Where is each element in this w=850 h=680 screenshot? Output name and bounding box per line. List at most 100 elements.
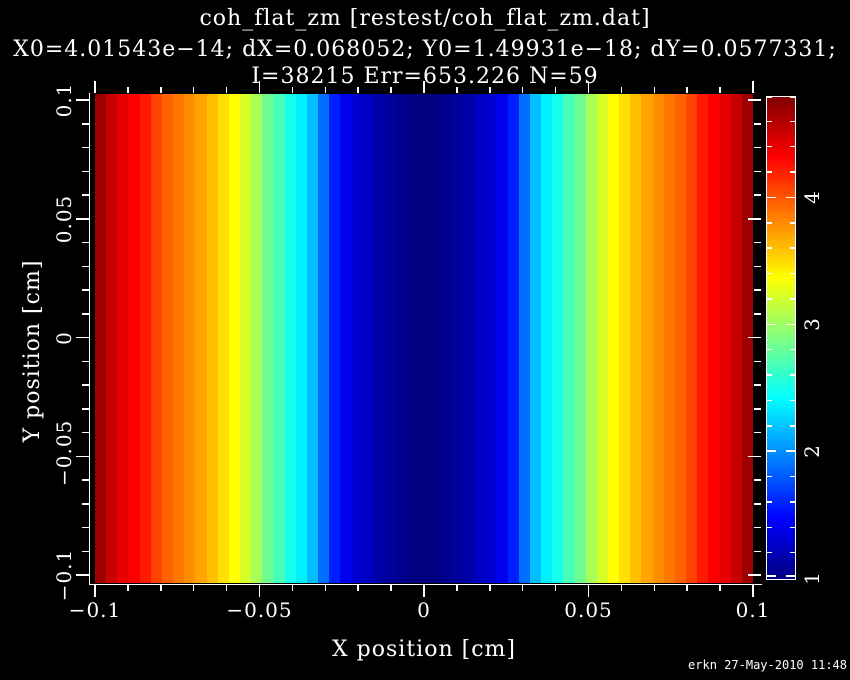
colorbar-minor-tick-right — [790, 171, 795, 173]
colorbar-major-tick — [767, 323, 776, 326]
x-minor-tick — [192, 584, 195, 591]
x-minor-tick-top — [554, 87, 557, 93]
y-minor-tick — [82, 194, 89, 196]
colorbar-minor-tick-right — [790, 425, 795, 427]
y-minor-tick — [82, 526, 89, 529]
y-minor-tick-right — [754, 146, 761, 149]
heatmap-column — [708, 94, 721, 583]
heatmap-column — [574, 94, 587, 583]
colorbar-major-tick-right — [786, 323, 795, 326]
y-major-tick — [76, 99, 89, 101]
x-minor-tick — [127, 584, 129, 591]
y-minor-tick — [82, 408, 89, 410]
x-minor-tick — [653, 584, 656, 591]
y-major-tick — [76, 218, 89, 220]
y-minor-tick-right — [754, 123, 761, 125]
y-minor-tick-right — [754, 431, 761, 434]
heatmap-column — [418, 94, 431, 583]
heatmap-column — [496, 94, 509, 583]
x-minor-tick — [554, 584, 557, 591]
heatmap-column — [407, 94, 420, 583]
heatmap-column — [206, 94, 219, 583]
heatmap-column — [507, 94, 520, 583]
colorbar-minor-tick — [767, 475, 772, 478]
x-minor-tick-top — [192, 87, 195, 93]
heatmap-column — [552, 94, 565, 583]
heatmap-column — [161, 94, 174, 583]
x-minor-tick-top — [324, 87, 327, 93]
heatmap-column — [451, 94, 464, 583]
colorbar-minor-tick-right — [790, 120, 795, 123]
heatmap-column — [195, 94, 208, 583]
y-tick-label: 0.05 — [52, 194, 76, 244]
heatmap-column — [652, 94, 665, 583]
x-major-tick-top — [94, 81, 96, 93]
heatmap-column — [340, 94, 353, 583]
x-tick-label: 0.1 — [735, 598, 771, 622]
plot-title: coh_flat_zm [restest/coh_flat_zm.dat] — [199, 6, 651, 31]
colorbar-minor-tick-right — [790, 374, 795, 376]
colorbar-minor-tick — [767, 96, 772, 98]
x-minor-tick-top — [620, 87, 623, 93]
colorbar-major-tick-right — [786, 450, 795, 452]
x-minor-tick — [719, 584, 721, 591]
heatmap-column — [741, 94, 753, 583]
colorbar-tick-label: 1 — [800, 571, 824, 585]
y-tick-label: 0.1 — [52, 82, 76, 118]
y-minor-tick-right — [754, 479, 761, 481]
y-minor-tick-right — [754, 550, 761, 552]
x-major-tick — [94, 584, 96, 597]
heatmap-column — [273, 94, 286, 583]
y-minor-tick — [82, 313, 89, 315]
y-minor-tick — [82, 170, 89, 172]
y-minor-tick-right — [754, 289, 761, 291]
heatmap-column — [440, 94, 453, 583]
x-axis-line — [88, 583, 762, 585]
colorbar-minor-tick — [767, 145, 772, 148]
y-major-tick — [76, 455, 89, 457]
x-minor-tick-top — [160, 87, 162, 93]
heatmap-column — [173, 94, 185, 583]
heatmap-column — [719, 94, 732, 583]
heatmap-column — [384, 94, 397, 583]
plot-signature: erkn 27-May-2010 11:48 — [688, 658, 847, 672]
colorbar-minor-tick — [767, 501, 772, 503]
heatmap-column — [106, 94, 118, 583]
heatmap-column — [529, 94, 542, 583]
y-major-tick-right — [748, 336, 761, 339]
colorbar-major-tick — [767, 196, 776, 199]
colorbar-minor-tick-right — [790, 298, 795, 300]
x-major-tick-top — [587, 81, 590, 93]
y-major-tick-right — [748, 99, 761, 101]
y-major-tick-right — [748, 574, 761, 576]
heatmap-column — [117, 94, 130, 583]
heatmap-column — [663, 94, 676, 583]
heatmap-column — [217, 94, 230, 583]
x-minor-tick — [620, 584, 623, 591]
y-minor-tick-right — [754, 241, 761, 244]
y-minor-tick — [82, 123, 89, 125]
y-axis-line — [88, 93, 90, 584]
colorbar-minor-tick-right — [790, 145, 795, 148]
colorbar-minor-tick — [767, 272, 772, 275]
heatmap — [95, 94, 753, 583]
y-major-tick — [76, 574, 89, 576]
y-minor-tick-right — [754, 170, 761, 172]
x-minor-tick — [456, 584, 458, 591]
heatmap-column — [284, 94, 297, 583]
colorbar-major-tick — [767, 575, 776, 577]
x-minor-tick — [521, 584, 524, 591]
colorbar-tick-label: 2 — [800, 444, 824, 459]
colorbar-minor-tick-right — [790, 348, 795, 351]
colorbar — [766, 96, 796, 580]
x-minor-tick-top — [489, 87, 491, 93]
heatmap-column — [518, 94, 531, 583]
y-minor-tick-right — [754, 194, 761, 196]
heatmap-column — [674, 94, 687, 583]
heatmap-column — [318, 94, 330, 583]
colorbar-minor-tick — [767, 374, 772, 376]
heatmap-column — [697, 94, 710, 583]
y-minor-tick — [82, 503, 89, 505]
colorbar-minor-tick — [767, 425, 772, 427]
